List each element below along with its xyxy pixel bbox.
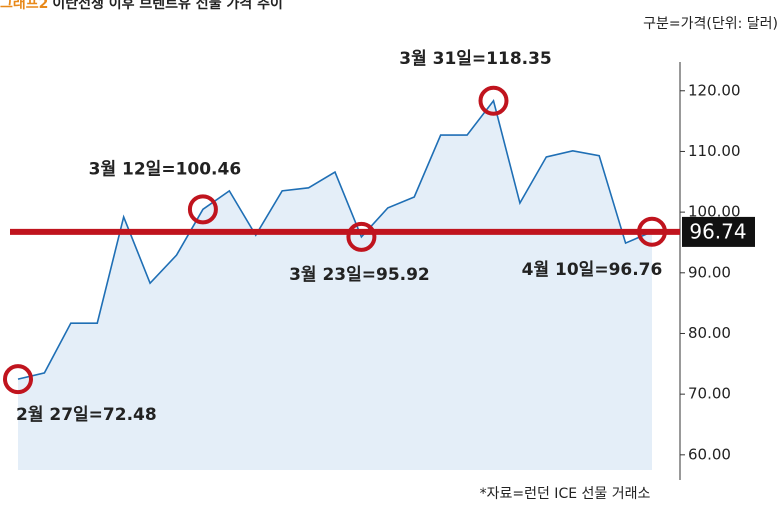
annotation: 3월 12일=100.46 — [89, 159, 242, 179]
y-tick-label: 120.00 — [688, 81, 741, 99]
y-tick-label: 90.00 — [688, 263, 731, 281]
y-tick-label: 100.00 — [688, 203, 741, 221]
y-tick-label: 70.00 — [688, 385, 731, 403]
marker — [637, 216, 667, 247]
reference-label-box — [682, 216, 755, 247]
marker — [187, 194, 218, 225]
reference-label: 96.74 — [689, 219, 746, 243]
y-tick-label: 60.00 — [688, 445, 731, 463]
unit-note: 구분=가격(단위: 달러) — [643, 16, 778, 32]
annotation: 3월 23일=95.92 — [289, 265, 430, 285]
annotation: 3월 31일=118.35 — [399, 49, 552, 69]
line — [17, 98, 653, 380]
y-tick-label: 80.00 — [688, 324, 731, 342]
annotation: 4월 10일=96.76 — [522, 260, 663, 280]
title-prefix: 그래프2 — [0, 0, 48, 12]
title-text: 이란전쟁 이후 브렌트유 선물 가격 추이 — [52, 0, 282, 12]
area — [18, 100, 652, 470]
annotation: 2월 27일=72.48 — [16, 405, 157, 425]
marker — [478, 85, 509, 116]
marker — [3, 364, 33, 395]
source: *자료=런던 ICE 선물 거래소 — [480, 486, 651, 502]
marker — [346, 221, 377, 252]
chart-title: 그래프2 이란전쟁 이후 브렌트유 선물 가격 추이 — [0, 0, 283, 12]
y-tick-label: 110.00 — [688, 142, 741, 160]
